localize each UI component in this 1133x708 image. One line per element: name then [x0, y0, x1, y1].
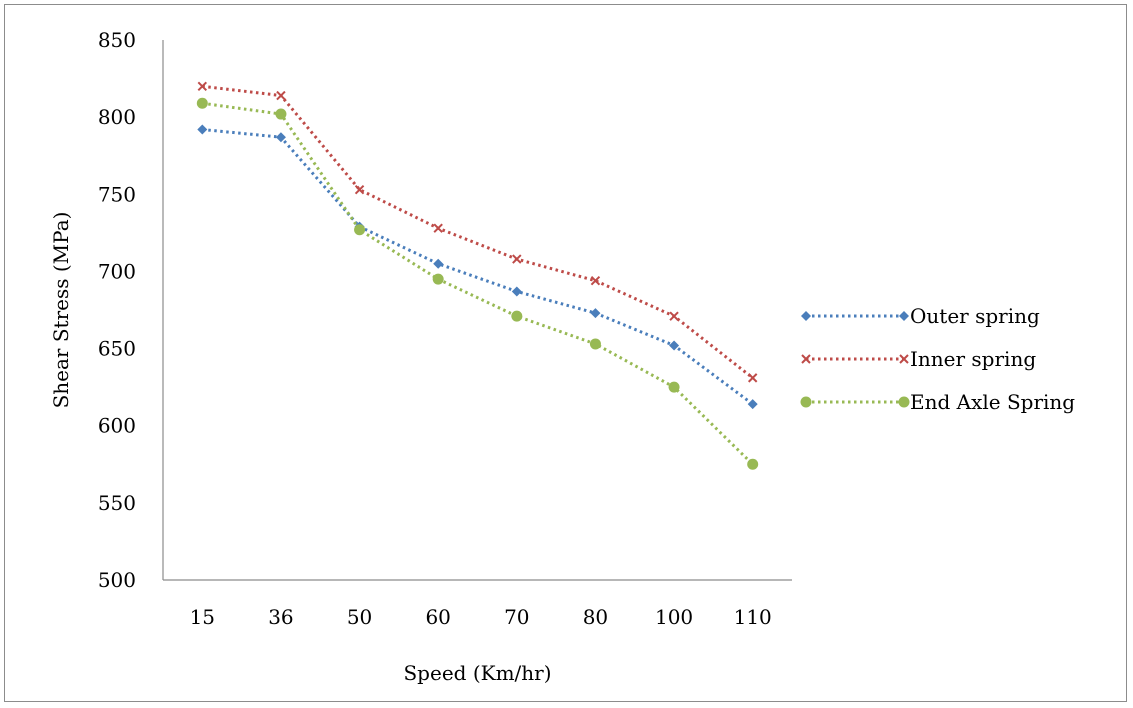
data-point: [197, 124, 208, 135]
data-point: [432, 273, 444, 285]
y-tick-label: 500: [98, 568, 136, 592]
legend-marker: [898, 396, 910, 408]
x-tick-label: 36: [268, 605, 293, 629]
legend-marker: [899, 354, 909, 364]
y-tick-label: 550: [98, 491, 136, 515]
x-axis-title: Speed (Km/hr): [403, 661, 551, 685]
legend-label: Outer spring: [910, 304, 1040, 328]
legend-marker: [801, 354, 811, 364]
y-tick-label: 800: [98, 105, 136, 129]
x-tick-label: 50: [347, 605, 372, 629]
legend-item: End Axle Spring: [800, 390, 1075, 414]
data-point: [512, 254, 522, 264]
x-tick-label: 60: [425, 605, 450, 629]
x-tick-label: 80: [583, 605, 608, 629]
legend-label: Inner spring: [910, 347, 1036, 371]
x-tick-label: 100: [655, 605, 693, 629]
data-point: [668, 381, 680, 393]
series-line: [202, 127, 754, 406]
chart-frame: [4, 4, 1127, 702]
series-line: [202, 101, 754, 466]
series-line: [202, 84, 754, 380]
data-point: [511, 286, 522, 297]
legend: Outer spring Inner spring End Axle Spring: [800, 304, 1075, 414]
x-tick-labels: 15 36 50 60 70 80 100 110: [190, 605, 772, 629]
data-point: [747, 399, 758, 410]
data-point: [433, 258, 444, 269]
x-tick-label: 70: [504, 605, 529, 629]
y-tick-label: 700: [98, 259, 136, 283]
legend-item: Outer spring: [801, 304, 1040, 328]
y-axis-title: Shear Stress (MPa): [49, 212, 73, 409]
data-point: [590, 275, 601, 286]
data-point: [276, 90, 286, 101]
data-point: [196, 97, 208, 109]
legend-marker: [899, 311, 909, 321]
legend-marker: [800, 396, 812, 408]
y-tick-label: 600: [98, 414, 136, 438]
data-point: [197, 81, 208, 91]
legend-item: Inner spring: [801, 347, 1036, 371]
data-point: [354, 184, 365, 195]
x-tick-label: 110: [734, 605, 772, 629]
data-point: [669, 311, 679, 321]
x-tick-label: 15: [190, 605, 215, 629]
legend-marker: [801, 311, 811, 321]
y-tick-label: 650: [98, 337, 136, 361]
data-point: [590, 308, 601, 319]
data-point: [747, 458, 759, 470]
legend-label: End Axle Spring: [910, 390, 1075, 414]
y-tick-label: 850: [98, 28, 136, 52]
data-point: [669, 340, 680, 351]
data-point: [275, 132, 286, 143]
data-point: [275, 108, 287, 120]
y-tick-label: 750: [98, 182, 136, 206]
data-point: [354, 224, 366, 236]
series-outer-spring: [197, 124, 758, 410]
data-point: [589, 338, 601, 350]
axes: [162, 40, 792, 581]
data-point: [433, 223, 443, 233]
plot-series: [196, 81, 759, 470]
series-end-axle-spring: [196, 97, 759, 470]
data-point: [511, 310, 523, 322]
series-inner-spring: [197, 81, 758, 383]
y-tick-labels: 500 550 600 650 700 750 800 850: [98, 28, 136, 592]
data-point: [747, 373, 758, 383]
